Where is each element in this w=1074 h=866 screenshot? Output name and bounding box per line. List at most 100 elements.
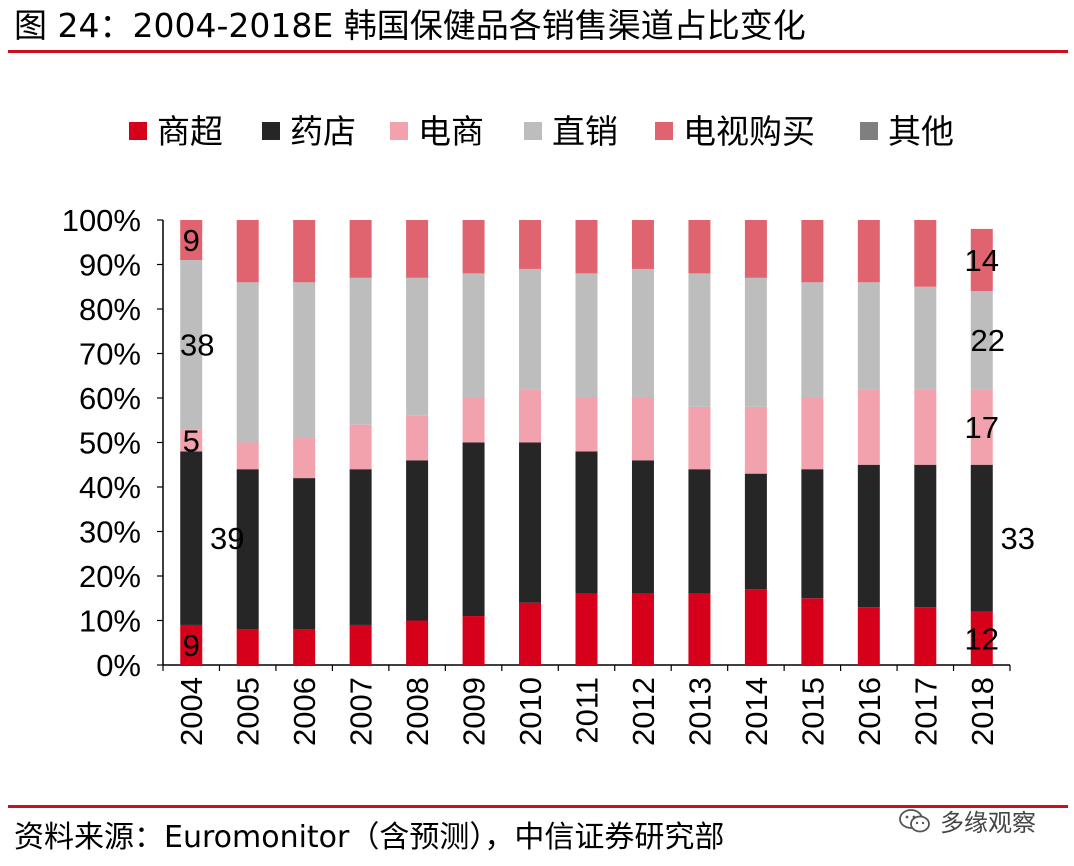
data-label: 33 bbox=[1001, 521, 1035, 556]
bar-segment-电商-2011 bbox=[576, 398, 598, 451]
bar-segment-药店-2011 bbox=[576, 451, 598, 593]
bar-segment-直销-2010 bbox=[519, 269, 541, 389]
legend-label: 电商 bbox=[418, 113, 484, 150]
bar-segment-药店-2008 bbox=[406, 460, 428, 620]
bar-segment-药店-2007 bbox=[350, 469, 372, 625]
y-tick-label: 10% bbox=[79, 604, 141, 639]
bar-segment-电视购买-2017 bbox=[914, 220, 936, 287]
x-tick-label: 2018 bbox=[965, 677, 1000, 746]
x-tick-label: 2006 bbox=[287, 677, 322, 746]
data-label: 17 bbox=[965, 410, 999, 445]
bar-segment-商超-2017 bbox=[914, 607, 936, 665]
x-tick-label: 2016 bbox=[852, 677, 887, 746]
y-tick-label: 70% bbox=[79, 337, 141, 372]
x-tick-label: 2008 bbox=[400, 677, 435, 746]
bar-segment-药店-2015 bbox=[801, 469, 823, 598]
legend-label: 其他 bbox=[888, 113, 954, 150]
bar-segment-药店-2012 bbox=[632, 460, 654, 594]
bar-segment-药店-2010 bbox=[519, 443, 541, 603]
x-tick-label: 2007 bbox=[344, 677, 379, 746]
legend-swatch-1 bbox=[129, 122, 147, 140]
x-tick-label: 2009 bbox=[457, 677, 492, 746]
bar-segment-直销-2015 bbox=[801, 282, 823, 398]
legend-swatch-2 bbox=[262, 122, 280, 140]
x-tick-label: 2013 bbox=[682, 677, 717, 746]
bar-segment-电商-2016 bbox=[858, 389, 880, 465]
bar-segment-直销-2014 bbox=[745, 278, 767, 407]
bar-segment-电商-2013 bbox=[688, 407, 710, 469]
bar-segment-电商-2009 bbox=[463, 398, 485, 443]
bar-segment-直销-2016 bbox=[858, 282, 880, 389]
bar-segment-电商-2006 bbox=[293, 438, 315, 478]
bar-segment-药店-2009 bbox=[463, 443, 485, 617]
bar-segment-药店-2004 bbox=[180, 451, 202, 625]
bar-segment-商超-2009 bbox=[463, 616, 485, 665]
watermark: 多缘观察 bbox=[898, 803, 1036, 838]
bar-segment-直销-2007 bbox=[350, 278, 372, 425]
legend-swatch-3 bbox=[390, 122, 408, 140]
bar-segment-商超-2016 bbox=[858, 607, 880, 665]
x-tick-label: 2005 bbox=[231, 677, 266, 746]
bar-segment-电视购买-2013 bbox=[688, 220, 710, 273]
x-tick-label: 2004 bbox=[174, 677, 209, 746]
bar-segment-直销-2008 bbox=[406, 278, 428, 416]
data-label: 22 bbox=[971, 323, 1005, 358]
bar-segment-商超-2014 bbox=[745, 589, 767, 665]
legend-label: 直销 bbox=[552, 113, 618, 150]
bar-segment-商超-2008 bbox=[406, 621, 428, 666]
bar-segment-直销-2017 bbox=[914, 287, 936, 389]
data-label: 9 bbox=[183, 628, 200, 663]
bar-segment-商超-2006 bbox=[293, 629, 315, 665]
bar-segment-电视购买-2010 bbox=[519, 220, 541, 269]
chart-bars bbox=[180, 220, 993, 665]
x-tick-label: 2015 bbox=[795, 677, 830, 746]
y-tick-label: 90% bbox=[79, 248, 141, 283]
data-label: 12 bbox=[965, 621, 999, 656]
data-label: 38 bbox=[180, 328, 214, 363]
bar-segment-商超-2010 bbox=[519, 603, 541, 665]
bar-segment-直销-2006 bbox=[293, 282, 315, 438]
bar-segment-电商-2005 bbox=[237, 443, 259, 470]
bar-segment-电视购买-2015 bbox=[801, 220, 823, 282]
bar-segment-药店-2013 bbox=[688, 469, 710, 594]
bar-segment-药店-2016 bbox=[858, 465, 880, 607]
legend-label: 电视购买 bbox=[683, 113, 815, 150]
chart-legend: 商超 药店 电商 直销 电视购买 其他 bbox=[129, 113, 954, 150]
bar-segment-直销-2011 bbox=[576, 273, 598, 398]
bar-segment-药店-2018 bbox=[971, 465, 993, 612]
x-tick-label: 2017 bbox=[908, 677, 943, 746]
y-tick-label: 40% bbox=[79, 470, 141, 505]
bar-segment-直销-2013 bbox=[688, 273, 710, 407]
bar-segment-电商-2014 bbox=[745, 407, 767, 474]
bar-segment-商超-2015 bbox=[801, 598, 823, 665]
stacked-bar-chart: 商超 药店 电商 直销 电视购买 其他 0% 10% 20% 30% 40% 50% 60% 70% 80… bbox=[0, 0, 1074, 800]
legend-label: 商超 bbox=[157, 113, 223, 150]
bar-segment-商超-2012 bbox=[632, 594, 654, 665]
bar-segment-电商-2017 bbox=[914, 389, 936, 465]
bar-segment-电视购买-2005 bbox=[237, 220, 259, 282]
bar-segment-药店-2006 bbox=[293, 478, 315, 629]
bar-segment-商超-2005 bbox=[237, 629, 259, 665]
x-tick-label: 2010 bbox=[513, 677, 548, 746]
x-tick-label: 2012 bbox=[626, 677, 661, 746]
y-tick-label: 60% bbox=[79, 381, 141, 416]
y-tick-label: 80% bbox=[79, 292, 141, 327]
data-label: 5 bbox=[183, 423, 200, 458]
bar-segment-电视购买-2012 bbox=[632, 220, 654, 269]
data-label: 9 bbox=[183, 223, 200, 258]
bar-segment-电视购买-2014 bbox=[745, 220, 767, 278]
bar-segment-商超-2013 bbox=[688, 594, 710, 665]
data-label: 39 bbox=[210, 521, 244, 556]
bar-segment-直销-2005 bbox=[237, 282, 259, 442]
bar-segment-商超-2011 bbox=[576, 594, 598, 665]
bar-segment-电视购买-2006 bbox=[293, 220, 315, 282]
bar-segment-直销-2012 bbox=[632, 269, 654, 398]
bar-segment-电视购买-2009 bbox=[463, 220, 485, 273]
y-tick-label: 0% bbox=[96, 648, 141, 683]
bar-segment-电商-2015 bbox=[801, 398, 823, 469]
y-tick-label: 100% bbox=[62, 203, 141, 238]
y-tick-label: 30% bbox=[79, 515, 141, 550]
watermark-text: 多缘观察 bbox=[940, 803, 1036, 838]
x-tick-label: 2011 bbox=[570, 677, 605, 744]
bar-segment-电商-2008 bbox=[406, 416, 428, 461]
